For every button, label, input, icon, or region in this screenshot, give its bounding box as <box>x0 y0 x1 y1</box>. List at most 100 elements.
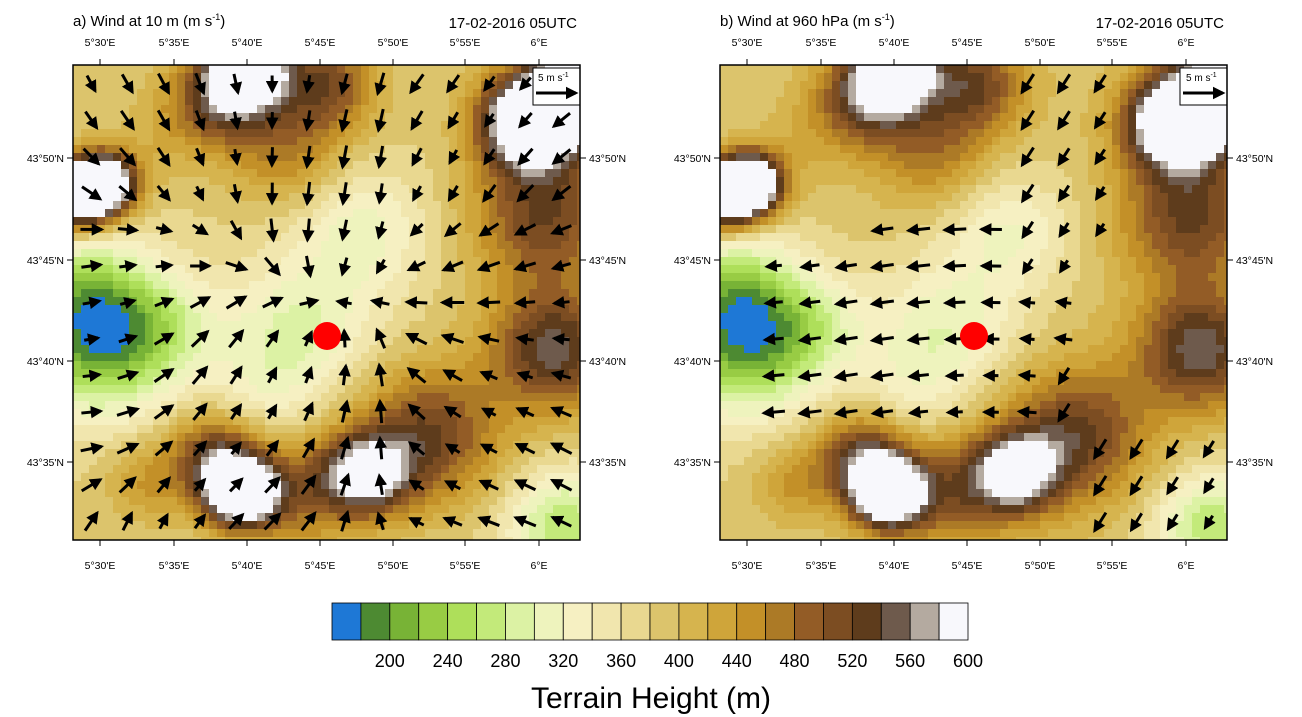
wind-arrow <box>265 147 279 169</box>
wind-arrow <box>476 296 501 309</box>
wind-arrow <box>762 332 784 346</box>
wind-arrow <box>905 223 931 236</box>
wind-arrow <box>338 145 351 170</box>
lat-tick-label-right: 43°50'N <box>589 153 626 165</box>
panel-a-reference-label: 5 m s-1 <box>538 72 569 84</box>
wind-arrow <box>193 477 207 492</box>
wind-arrow <box>338 472 351 496</box>
wind-arrow <box>302 401 314 422</box>
wind-arrow <box>156 184 171 202</box>
colorbar-swatch <box>823 602 853 641</box>
colorbar-tick-label: 360 <box>606 651 636 671</box>
wind-arrow <box>338 182 351 206</box>
colorbar-tick-label: 200 <box>375 651 405 671</box>
colorbar-tick-label: 280 <box>490 651 520 671</box>
wind-arrow <box>156 146 171 167</box>
wind-arrow <box>869 296 895 309</box>
wind-arrow <box>374 362 387 387</box>
wind-arrow <box>870 223 894 236</box>
wind-arrow <box>116 442 140 455</box>
wind-arrow <box>941 223 967 236</box>
wind-arrow <box>229 441 243 456</box>
wind-arrow <box>193 110 206 132</box>
wind-arrow <box>907 405 929 419</box>
wind-arrow <box>443 480 462 492</box>
colorbar-swatch <box>389 602 420 641</box>
wind-arrow <box>1058 222 1071 239</box>
wind-arrow <box>191 223 209 236</box>
wind-arrow <box>335 296 352 310</box>
wind-arrow <box>338 435 351 460</box>
wind-arrow <box>264 476 281 494</box>
wind-arrow <box>193 513 207 530</box>
wind-arrow <box>338 363 351 386</box>
colorbar-swatch <box>360 602 391 641</box>
wind-arrow <box>480 407 497 420</box>
lat-tick-label-left: 43°40'N <box>27 356 64 368</box>
lon-tick-label-bottom: 5°50'E <box>378 560 409 572</box>
wind-arrow <box>478 479 499 492</box>
lon-tick-label-bottom: 5°30'E <box>85 560 116 572</box>
wind-arrow <box>798 296 821 309</box>
wind-arrow <box>156 109 171 132</box>
wind-arrow <box>338 509 351 532</box>
lon-tick-label-top: 5°55'E <box>450 37 481 49</box>
wind-arrow <box>81 185 103 201</box>
wind-arrow <box>478 222 500 237</box>
colorbar-swatch <box>707 602 738 641</box>
panel-a-frame <box>72 64 581 541</box>
wind-arrow <box>193 147 206 167</box>
wind-arrow <box>374 72 387 97</box>
lon-tick-label-bottom: 5°50'E <box>1025 560 1056 572</box>
wind-arrow <box>834 259 858 273</box>
panel-b-site-marker <box>960 322 988 350</box>
wind-arrow <box>1129 512 1143 533</box>
wind-arrow <box>81 259 104 273</box>
lat-tick-label-left: 43°45'N <box>27 255 64 267</box>
wind-arrow <box>551 112 571 128</box>
wind-arrow <box>83 510 99 532</box>
panel-a-title: a) Wind at 10 m (m s-1) <box>73 12 225 30</box>
wind-arrow <box>550 369 572 382</box>
wind-arrow <box>518 111 533 129</box>
wind-arrow <box>229 219 243 241</box>
wind-arrow <box>374 183 388 205</box>
lon-tick-label-top: 6°E <box>1177 37 1194 49</box>
panel-b-wind-vectors <box>761 73 1216 533</box>
wind-arrow <box>1059 259 1072 274</box>
wind-arrow <box>374 108 387 133</box>
wind-arrow <box>299 296 320 309</box>
wind-arrow <box>302 218 315 243</box>
wind-arrow <box>225 260 249 273</box>
wind-arrow <box>797 332 822 346</box>
wind-arrow <box>484 113 497 128</box>
wind-arrow <box>443 222 462 238</box>
wind-arrow <box>156 512 169 530</box>
wind-arrow <box>262 296 284 309</box>
lat-tick-label-right: 43°45'N <box>1236 255 1273 267</box>
wind-arrow <box>408 479 425 492</box>
wind-arrow <box>516 370 534 383</box>
wind-arrow <box>797 369 822 382</box>
wind-arrow <box>374 435 388 460</box>
lon-tick-label-bottom: 5°35'E <box>806 560 837 572</box>
colorbar-swatch <box>447 602 477 641</box>
panel-a-terrain-map <box>73 65 580 540</box>
wind-arrow <box>120 73 134 95</box>
wind-arrow <box>550 259 572 272</box>
wind-arrow <box>81 405 104 419</box>
lon-tick-label-bottom: 5°35'E <box>159 560 190 572</box>
wind-arrow <box>374 145 387 170</box>
wind-arrow <box>513 479 537 492</box>
lon-tick-label-top: 5°35'E <box>159 37 190 49</box>
wind-arrow <box>906 332 930 346</box>
wind-arrow <box>411 147 424 167</box>
wind-arrow <box>1018 296 1036 309</box>
wind-arrow <box>1093 475 1108 497</box>
wind-arrow <box>516 184 535 203</box>
wind-arrow <box>1093 74 1107 94</box>
wind-arrow <box>1017 369 1036 383</box>
wind-arrow <box>477 332 500 346</box>
wind-arrow <box>764 259 782 273</box>
wind-arrow <box>1057 184 1071 203</box>
